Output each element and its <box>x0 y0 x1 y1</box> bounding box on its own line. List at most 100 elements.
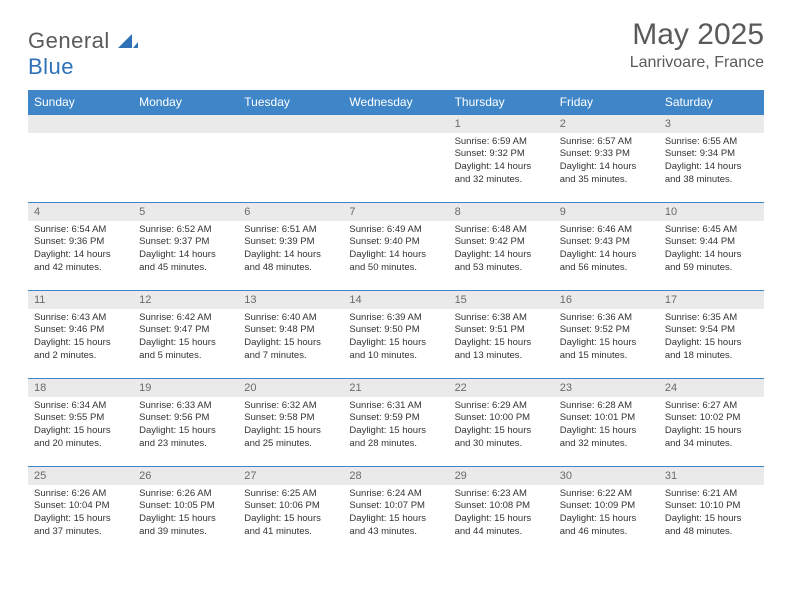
day-number-cell: 23 <box>554 379 659 397</box>
sunrise-text: Sunrise: 6:52 AM <box>139 224 232 237</box>
sunset-text: Sunset: 9:33 PM <box>560 148 653 161</box>
daylight-text: Daylight: 14 hours and 42 minutes. <box>34 249 127 275</box>
day-number-cell: 8 <box>449 203 554 221</box>
daylight-text: Daylight: 15 hours and 7 minutes. <box>244 337 337 363</box>
day-number-cell: 6 <box>238 203 343 221</box>
sunset-text: Sunset: 10:10 PM <box>665 500 758 513</box>
day-number-cell: 24 <box>659 379 764 397</box>
sunset-text: Sunset: 9:51 PM <box>455 324 548 337</box>
brand-logo: General Blue <box>28 18 138 80</box>
day-content-cell: Sunrise: 6:28 AMSunset: 10:01 PMDaylight… <box>554 397 659 467</box>
day-number-cell <box>343 115 448 133</box>
sunset-text: Sunset: 9:47 PM <box>139 324 232 337</box>
sunrise-text: Sunrise: 6:27 AM <box>665 400 758 413</box>
sunrise-text: Sunrise: 6:26 AM <box>34 488 127 501</box>
sunrise-text: Sunrise: 6:55 AM <box>665 136 758 149</box>
day-number-cell: 10 <box>659 203 764 221</box>
calendar-table: Sunday Monday Tuesday Wednesday Thursday… <box>28 90 764 555</box>
day-content-row: Sunrise: 6:43 AMSunset: 9:46 PMDaylight:… <box>28 309 764 379</box>
sunset-text: Sunset: 9:42 PM <box>455 236 548 249</box>
day-content-row: Sunrise: 6:34 AMSunset: 9:55 PMDaylight:… <box>28 397 764 467</box>
daylight-text: Daylight: 15 hours and 10 minutes. <box>349 337 442 363</box>
sunrise-text: Sunrise: 6:45 AM <box>665 224 758 237</box>
sunset-text: Sunset: 10:02 PM <box>665 412 758 425</box>
daylight-text: Daylight: 15 hours and 46 minutes. <box>560 513 653 539</box>
day-number-cell: 16 <box>554 291 659 309</box>
day-content-cell: Sunrise: 6:24 AMSunset: 10:07 PMDaylight… <box>343 485 448 555</box>
weekday-header: Thursday <box>449 90 554 115</box>
day-content-cell: Sunrise: 6:46 AMSunset: 9:43 PMDaylight:… <box>554 221 659 291</box>
daylight-text: Daylight: 15 hours and 41 minutes. <box>244 513 337 539</box>
day-number-cell <box>238 115 343 133</box>
daylight-text: Daylight: 15 hours and 23 minutes. <box>139 425 232 451</box>
day-number-cell: 11 <box>28 291 133 309</box>
day-content-cell <box>133 133 238 203</box>
sunrise-text: Sunrise: 6:32 AM <box>244 400 337 413</box>
daylight-text: Daylight: 15 hours and 37 minutes. <box>34 513 127 539</box>
sunrise-text: Sunrise: 6:40 AM <box>244 312 337 325</box>
day-content-row: Sunrise: 6:26 AMSunset: 10:04 PMDaylight… <box>28 485 764 555</box>
day-content-cell: Sunrise: 6:27 AMSunset: 10:02 PMDaylight… <box>659 397 764 467</box>
sunrise-text: Sunrise: 6:26 AM <box>139 488 232 501</box>
month-title: May 2025 <box>630 18 764 52</box>
day-number-cell <box>28 115 133 133</box>
sunset-text: Sunset: 9:55 PM <box>34 412 127 425</box>
sunrise-text: Sunrise: 6:43 AM <box>34 312 127 325</box>
sunset-text: Sunset: 10:04 PM <box>34 500 127 513</box>
day-number-cell: 19 <box>133 379 238 397</box>
day-content-cell: Sunrise: 6:32 AMSunset: 9:58 PMDaylight:… <box>238 397 343 467</box>
day-content-cell: Sunrise: 6:25 AMSunset: 10:06 PMDaylight… <box>238 485 343 555</box>
sunrise-text: Sunrise: 6:31 AM <box>349 400 442 413</box>
day-content-cell: Sunrise: 6:33 AMSunset: 9:56 PMDaylight:… <box>133 397 238 467</box>
daylight-text: Daylight: 14 hours and 59 minutes. <box>665 249 758 275</box>
sunrise-text: Sunrise: 6:33 AM <box>139 400 232 413</box>
day-content-cell <box>343 133 448 203</box>
sunset-text: Sunset: 9:48 PM <box>244 324 337 337</box>
day-number-cell: 28 <box>343 467 448 485</box>
sunrise-text: Sunrise: 6:49 AM <box>349 224 442 237</box>
sunrise-text: Sunrise: 6:38 AM <box>455 312 548 325</box>
day-content-row: Sunrise: 6:59 AMSunset: 9:32 PMDaylight:… <box>28 133 764 203</box>
sunset-text: Sunset: 9:36 PM <box>34 236 127 249</box>
day-content-cell: Sunrise: 6:52 AMSunset: 9:37 PMDaylight:… <box>133 221 238 291</box>
day-number-cell <box>133 115 238 133</box>
daylight-text: Daylight: 15 hours and 43 minutes. <box>349 513 442 539</box>
day-content-cell: Sunrise: 6:38 AMSunset: 9:51 PMDaylight:… <box>449 309 554 379</box>
day-content-cell: Sunrise: 6:45 AMSunset: 9:44 PMDaylight:… <box>659 221 764 291</box>
daylight-text: Daylight: 15 hours and 44 minutes. <box>455 513 548 539</box>
day-content-cell: Sunrise: 6:48 AMSunset: 9:42 PMDaylight:… <box>449 221 554 291</box>
sunrise-text: Sunrise: 6:59 AM <box>455 136 548 149</box>
daylight-text: Daylight: 15 hours and 39 minutes. <box>139 513 232 539</box>
sunset-text: Sunset: 9:56 PM <box>139 412 232 425</box>
daylight-text: Daylight: 14 hours and 56 minutes. <box>560 249 653 275</box>
sunrise-text: Sunrise: 6:35 AM <box>665 312 758 325</box>
day-number-cell: 17 <box>659 291 764 309</box>
brand-part1: General <box>28 28 110 53</box>
day-number-cell: 9 <box>554 203 659 221</box>
sunset-text: Sunset: 10:05 PM <box>139 500 232 513</box>
sunset-text: Sunset: 9:43 PM <box>560 236 653 249</box>
calendar-page: General Blue May 2025 Lanrivoare, France… <box>0 0 792 555</box>
day-number-cell: 5 <box>133 203 238 221</box>
weekday-header: Wednesday <box>343 90 448 115</box>
day-content-cell <box>238 133 343 203</box>
day-number-cell: 30 <box>554 467 659 485</box>
day-number-cell: 7 <box>343 203 448 221</box>
sunset-text: Sunset: 9:54 PM <box>665 324 758 337</box>
day-number-row: 123 <box>28 115 764 133</box>
day-content-cell: Sunrise: 6:22 AMSunset: 10:09 PMDaylight… <box>554 485 659 555</box>
day-content-cell: Sunrise: 6:57 AMSunset: 9:33 PMDaylight:… <box>554 133 659 203</box>
daylight-text: Daylight: 15 hours and 28 minutes. <box>349 425 442 451</box>
daylight-text: Daylight: 15 hours and 13 minutes. <box>455 337 548 363</box>
sunset-text: Sunset: 9:34 PM <box>665 148 758 161</box>
day-content-cell: Sunrise: 6:42 AMSunset: 9:47 PMDaylight:… <box>133 309 238 379</box>
day-content-cell: Sunrise: 6:31 AMSunset: 9:59 PMDaylight:… <box>343 397 448 467</box>
sunset-text: Sunset: 10:01 PM <box>560 412 653 425</box>
day-content-cell: Sunrise: 6:29 AMSunset: 10:00 PMDaylight… <box>449 397 554 467</box>
brand-text: General Blue <box>28 28 138 80</box>
day-content-cell: Sunrise: 6:43 AMSunset: 9:46 PMDaylight:… <box>28 309 133 379</box>
day-content-cell: Sunrise: 6:49 AMSunset: 9:40 PMDaylight:… <box>343 221 448 291</box>
daylight-text: Daylight: 15 hours and 5 minutes. <box>139 337 232 363</box>
day-content-cell: Sunrise: 6:54 AMSunset: 9:36 PMDaylight:… <box>28 221 133 291</box>
sunset-text: Sunset: 9:32 PM <box>455 148 548 161</box>
